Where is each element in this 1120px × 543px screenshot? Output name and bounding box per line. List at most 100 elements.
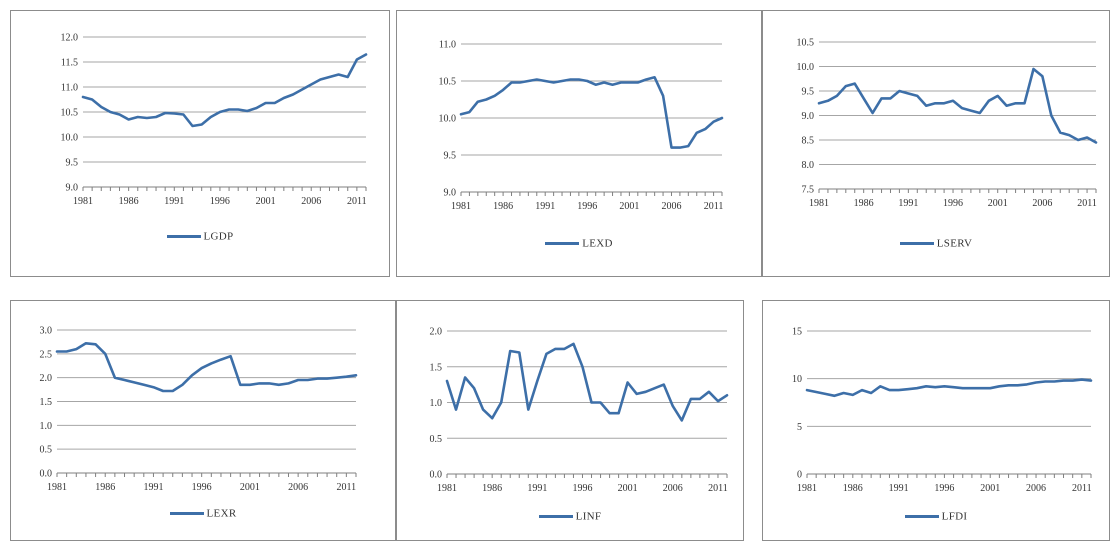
y-tick-label: 5 — [797, 422, 802, 433]
x-tick-label: 2006 — [1032, 198, 1052, 209]
y-tick-label: 0.5 — [40, 445, 53, 456]
y-tick-label: 9.0 — [444, 188, 457, 199]
y-tick-label: 15 — [792, 327, 802, 338]
y-tick-label: 2.5 — [40, 349, 53, 360]
legend-line-swatch — [545, 241, 580, 245]
chart-panel-lgdp: 9.0 9.5 10.0 10.5 11.0 11.5 12.0 1981 1986 1991 19… — [10, 10, 390, 277]
legend-label: LSERV — [936, 237, 973, 250]
legend-line-swatch — [904, 514, 939, 518]
y-tick-label: 1.0 — [40, 421, 53, 432]
legend-line-swatch — [166, 234, 201, 238]
y-tick-label: 1.5 — [40, 397, 53, 408]
x-tick-label: 1981 — [809, 198, 829, 209]
chart-plot-lexr: 0.0 0.5 1.0 1.5 2.0 2.5 3.0 1981 1986 1991 1996 200… — [40, 326, 358, 493]
legend-line-swatch — [169, 511, 204, 515]
y-tick-label: 9.5 — [66, 158, 79, 169]
y-tick-label: 0.5 — [430, 434, 443, 445]
y-tick-label: 9.0 — [66, 183, 79, 194]
chart-plot-linf: 0.0 0.5 1.0 1.5 2.0 1981 1986 1991 1996 2001 2006 2… — [430, 327, 729, 494]
y-tick-label: 2.0 — [430, 327, 443, 338]
x-tick-label: 2011 — [1077, 198, 1097, 209]
x-tick-label: 1981 — [47, 482, 67, 493]
y-tick-label: 7.5 — [802, 185, 815, 196]
y-tick-label: 0.0 — [40, 469, 53, 480]
y-tick-label: 9.5 — [802, 87, 815, 98]
y-tick-label: 2.0 — [40, 373, 53, 384]
x-tick-label: 1991 — [527, 483, 547, 494]
x-tick-label: 1996 — [934, 483, 954, 494]
chart-plot-lexd: 9.0 9.5 10.0 10.5 11.0 1981 1986 1991 1996 2001 20… — [439, 40, 724, 213]
x-tick-label: 1986 — [95, 482, 115, 493]
y-tick-label: 10.0 — [439, 114, 457, 125]
x-tick-label: 2011 — [337, 482, 357, 493]
x-tick-label: 1981 — [437, 483, 457, 494]
x-tick-label: 2006 — [288, 482, 308, 493]
x-tick-label: 2001 — [980, 483, 1000, 494]
y-tick-label: 9.5 — [444, 151, 457, 162]
x-tick-label: 1986 — [119, 196, 139, 207]
chart-panel-lexd: 9.0 9.5 10.0 10.5 11.0 1981 1986 1991 1996 2001 20… — [396, 10, 762, 277]
x-tick-label: 2001 — [619, 201, 639, 212]
x-tick-label: 1991 — [535, 201, 555, 212]
legend-label: LGDP — [203, 230, 234, 243]
y-tick-label: 11.0 — [439, 40, 456, 51]
y-tick-label: 10 — [792, 374, 802, 385]
chart-panel-lfdi: 0 5 10 15 1981 1986 1991 1996 2001 2006 2011 LFDI — [762, 300, 1110, 541]
x-tick-label: 1981 — [73, 196, 93, 207]
legend-label: LEXR — [206, 507, 237, 520]
series-line-lexd — [459, 76, 724, 149]
x-tick-label: 1996 — [192, 482, 212, 493]
series-line-lgdp — [81, 53, 368, 128]
legend-line-swatch — [538, 514, 573, 518]
legend: LINF — [397, 510, 743, 522]
y-tick-label: 11.5 — [61, 58, 78, 69]
y-tick-label: 1.5 — [430, 362, 443, 373]
x-tick-label: 2011 — [708, 483, 728, 494]
x-tick-label: 1986 — [482, 483, 502, 494]
chart-panel-linf: 0.0 0.5 1.0 1.5 2.0 1981 1986 1991 1996 2001 2006 2… — [396, 300, 744, 541]
x-tick-label: 1981 — [451, 201, 471, 212]
y-tick-label: 10.5 — [439, 77, 457, 88]
x-tick-label: 2001 — [988, 198, 1008, 209]
legend-line-swatch — [899, 241, 934, 245]
y-tick-label: 0 — [797, 470, 802, 481]
y-tick-label: 10.0 — [61, 133, 79, 144]
x-tick-label: 2001 — [240, 482, 260, 493]
chart-plot-lgdp: 9.0 9.5 10.0 10.5 11.0 11.5 12.0 1981 1986 1991 19… — [61, 33, 368, 207]
legend: LGDP — [11, 230, 389, 242]
x-tick-label: 1996 — [210, 196, 230, 207]
legend: LEXR — [11, 507, 395, 519]
legend-label: LFDI — [941, 510, 968, 523]
y-tick-label: 10.5 — [61, 108, 79, 119]
y-tick-label: 1.0 — [430, 398, 443, 409]
x-tick-label: 2006 — [1026, 483, 1046, 494]
y-tick-label: 12.0 — [61, 33, 79, 44]
y-tick-label: 10.5 — [797, 38, 815, 49]
x-tick-label: 1991 — [164, 196, 184, 207]
x-tick-label: 2006 — [663, 483, 683, 494]
y-tick-label: 0.0 — [430, 470, 443, 481]
x-tick-label: 1986 — [493, 201, 513, 212]
x-tick-label: 2006 — [301, 196, 321, 207]
x-tick-label: 1996 — [943, 198, 963, 209]
x-tick-label: 1996 — [572, 483, 592, 494]
legend: LEXD — [397, 237, 761, 249]
x-tick-label: 2011 — [347, 196, 367, 207]
x-tick-label: 1996 — [577, 201, 597, 212]
series-line-linf — [445, 342, 729, 422]
x-tick-label: 2001 — [618, 483, 638, 494]
x-tick-label: 2006 — [661, 201, 681, 212]
chart-panel-lserv: 7.5 8.0 8.5 9.0 9.5 10.0 10.5 1981 1986 1991 1996 2… — [762, 10, 1110, 277]
chart-plot-lserv: 7.5 8.0 8.5 9.0 9.5 10.0 10.5 1981 1986 1991 1996 2… — [797, 38, 1098, 209]
x-tick-label: 2011 — [1072, 483, 1092, 494]
legend: LFDI — [763, 510, 1109, 522]
x-tick-label: 1986 — [854, 198, 874, 209]
x-tick-label: 2001 — [256, 196, 276, 207]
series-line-lexr — [55, 341, 358, 393]
y-tick-label: 9.0 — [802, 111, 815, 122]
y-tick-label: 8.0 — [802, 160, 815, 171]
x-tick-label: 1986 — [843, 483, 863, 494]
legend-label: LINF — [575, 510, 602, 523]
x-tick-label: 1991 — [889, 483, 909, 494]
series-line-lserv — [817, 67, 1098, 144]
